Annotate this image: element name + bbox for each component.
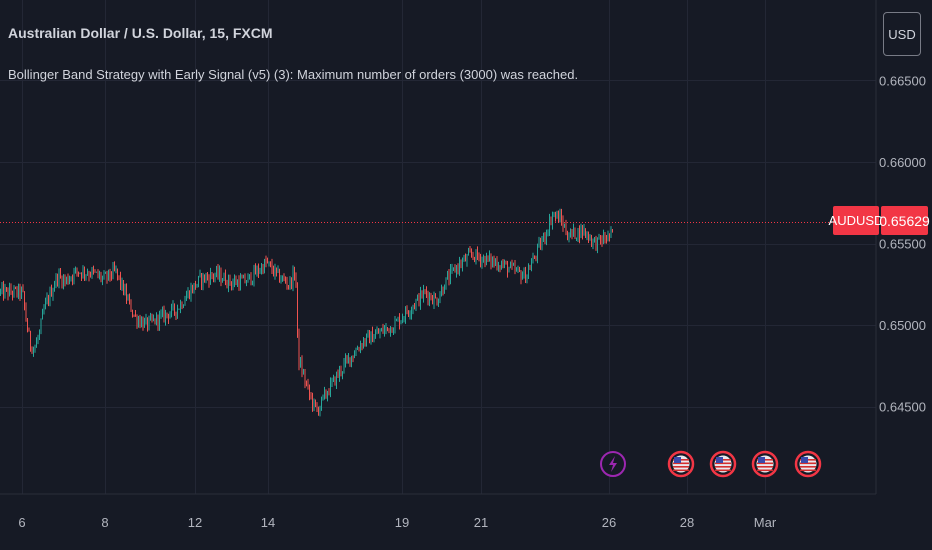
flag-stripe [673, 469, 689, 472]
flag-canton [674, 457, 681, 463]
time-tick-label: 8 [101, 515, 108, 530]
time-tick-label: 6 [18, 515, 25, 530]
flag-stripe [757, 462, 773, 465]
flag-stripe [715, 469, 731, 472]
strategy-message: Bollinger Band Strategy with Early Signa… [8, 67, 579, 82]
last-price-tag: 0.65629 [879, 206, 930, 235]
lightning-bolt [609, 456, 617, 472]
time-tick-label: 26 [602, 515, 616, 530]
events-row [600, 450, 822, 478]
price-tick-label: 0.65000 [879, 318, 926, 333]
currency-button[interactable]: USD [883, 12, 921, 56]
flag-stripe [800, 469, 816, 472]
time-tick-label: 19 [395, 515, 409, 530]
price-tick-label: 0.66000 [879, 155, 926, 170]
grid [0, 0, 876, 494]
flag-stripe [800, 462, 816, 465]
price-tick-label: 0.65500 [879, 237, 926, 252]
time-tick-label: Mar [754, 515, 777, 530]
symbol-title: Australian Dollar / U.S. Dollar, 15, FXC… [8, 25, 273, 41]
time-tick-label: 12 [188, 515, 202, 530]
time-tick-label: 14 [261, 515, 275, 530]
flag-stripe [715, 462, 731, 465]
flag-stripe [757, 469, 773, 472]
time-tick-label: 21 [474, 515, 488, 530]
flag-stripe [673, 462, 689, 465]
time-axis[interactable]: 6 8 12 14 19 21 26 28 Mar [18, 515, 776, 530]
candles [0, 208, 613, 417]
flag-stripe [757, 466, 773, 468]
price-tick-label: 0.64500 [879, 400, 926, 415]
price-tick-label: 0.66500 [879, 74, 926, 89]
flag-canton [758, 457, 765, 463]
time-tick-label: 28 [680, 515, 694, 530]
symbol-price-tag: AUDUSD [829, 206, 883, 235]
flag-stripe [673, 466, 689, 468]
flag-canton [716, 457, 723, 463]
flag-stripe [715, 466, 731, 468]
flag-stripe [800, 466, 816, 468]
flag-canton [801, 457, 808, 463]
price-axis[interactable]: 0.66500 0.66000 0.65500 0.65000 0.64500 [879, 74, 926, 415]
